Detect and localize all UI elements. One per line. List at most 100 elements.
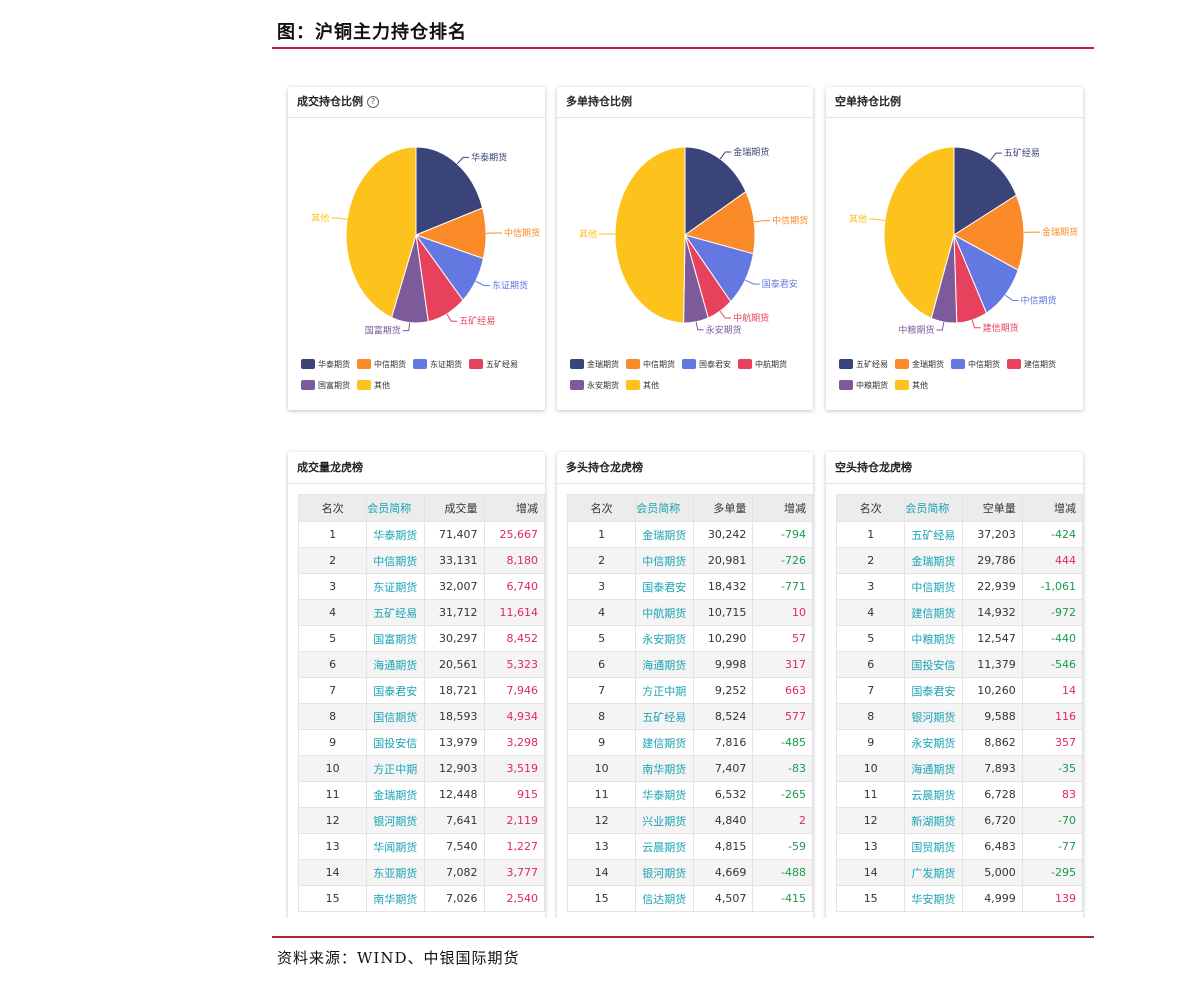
member-cell[interactable]: 中信期货 xyxy=(635,547,694,574)
legend-item[interactable]: 金瑞期货 xyxy=(570,354,619,375)
member-cell[interactable]: 方正中期 xyxy=(366,755,426,782)
legend-item[interactable]: 中航期货 xyxy=(738,354,787,375)
member-cell[interactable]: 华泰期货 xyxy=(366,521,426,548)
legend-swatch xyxy=(839,380,853,390)
ranking-table-long: 名次 会员简称 多单量 增减 1 金瑞期货 30,242 -794 2 中信期货 20,981 -72… xyxy=(566,494,813,912)
member-cell[interactable]: 永安期货 xyxy=(635,625,694,652)
volume-cell: 4,999 xyxy=(962,885,1023,912)
rank-cell: 12 xyxy=(835,807,906,834)
volume-cell: 7,816 xyxy=(692,729,754,756)
member-cell[interactable]: 兴业期货 xyxy=(635,807,694,834)
member-cell[interactable]: 银河期货 xyxy=(366,807,426,834)
change-cell: -726 xyxy=(752,547,813,574)
change-cell: 915 xyxy=(483,781,545,808)
member-cell[interactable]: 国富期货 xyxy=(366,625,426,652)
legend-item[interactable]: 建信期货 xyxy=(1007,354,1056,375)
member-cell[interactable]: 南华期货 xyxy=(635,755,694,782)
member-cell[interactable]: 中信期货 xyxy=(904,573,964,600)
legend-item[interactable]: 中信期货 xyxy=(357,354,406,375)
member-cell[interactable]: 云晨期货 xyxy=(635,833,694,860)
member-cell[interactable]: 海通期货 xyxy=(366,651,426,678)
member-cell[interactable]: 新湖期货 xyxy=(904,807,964,834)
member-cell[interactable]: 云晨期货 xyxy=(904,781,964,808)
help-icon[interactable]: ? xyxy=(367,96,379,108)
member-cell[interactable]: 国泰君安 xyxy=(904,677,964,704)
legend-item[interactable]: 永安期货 xyxy=(570,375,619,396)
member-cell[interactable]: 海通期货 xyxy=(635,651,694,678)
column-header[interactable]: 空单量 xyxy=(962,494,1023,522)
pie-slice[interactable] xyxy=(883,146,955,319)
member-cell[interactable]: 银河期货 xyxy=(635,859,694,886)
column-header[interactable]: 名次 xyxy=(835,494,906,522)
member-cell[interactable]: 东亚期货 xyxy=(366,859,426,886)
member-cell[interactable]: 永安期货 xyxy=(904,729,964,756)
change-cell: -35 xyxy=(1021,755,1083,782)
legend-item[interactable]: 其他 xyxy=(357,375,390,396)
column-header[interactable]: 增减 xyxy=(752,494,813,522)
legend-label: 中粮期货 xyxy=(856,381,888,390)
member-cell[interactable]: 国投安信 xyxy=(904,651,964,678)
legend-item[interactable]: 中粮期货 xyxy=(839,375,888,396)
member-cell[interactable]: 信达期货 xyxy=(635,885,694,912)
rank-cell: 9 xyxy=(835,729,906,756)
pie-label-line xyxy=(695,321,704,331)
pie-slice[interactable] xyxy=(953,146,1018,236)
member-cell[interactable]: 中粮期货 xyxy=(904,625,964,652)
member-cell[interactable]: 南华期货 xyxy=(366,885,426,912)
member-cell[interactable]: 国泰君安 xyxy=(366,677,426,704)
change-cell: 577 xyxy=(752,703,813,730)
pie-slice[interactable] xyxy=(953,194,1025,271)
change-cell: -485 xyxy=(752,729,813,756)
member-cell[interactable]: 华安期货 xyxy=(904,885,964,912)
pie-slice[interactable] xyxy=(683,190,756,255)
legend-item[interactable]: 五矿经易 xyxy=(839,354,888,375)
member-cell[interactable]: 东证期货 xyxy=(366,573,426,600)
column-header[interactable]: 增减 xyxy=(483,494,545,522)
member-cell[interactable]: 五矿经易 xyxy=(366,599,426,626)
member-cell[interactable]: 银河期货 xyxy=(904,703,964,730)
pie-slice[interactable] xyxy=(415,146,484,236)
column-header[interactable]: 名次 xyxy=(566,494,637,522)
column-header[interactable]: 增减 xyxy=(1021,494,1083,522)
member-cell[interactable]: 方正中期 xyxy=(635,677,694,704)
column-header[interactable]: 成交量 xyxy=(424,494,485,522)
member-cell[interactable]: 中航期货 xyxy=(635,599,694,626)
member-cell[interactable]: 中信期货 xyxy=(366,547,426,574)
legend-item[interactable]: 其他 xyxy=(895,375,928,396)
member-cell[interactable]: 五矿经易 xyxy=(635,703,694,730)
member-cell[interactable]: 建信期货 xyxy=(635,729,694,756)
member-cell[interactable]: 广发期货 xyxy=(904,859,964,886)
legend-item[interactable]: 中信期货 xyxy=(626,354,675,375)
member-cell[interactable]: 国信期货 xyxy=(366,703,426,730)
column-header[interactable]: 会员简称 xyxy=(635,494,694,522)
member-cell[interactable]: 五矿经易 xyxy=(904,521,964,548)
legend-item[interactable]: 其他 xyxy=(626,375,659,396)
member-cell[interactable]: 华闻期货 xyxy=(366,833,426,860)
rank-cell: 15 xyxy=(835,885,906,912)
legend-label: 其他 xyxy=(643,381,659,390)
member-cell[interactable]: 金瑞期货 xyxy=(366,781,426,808)
member-cell[interactable]: 华泰期货 xyxy=(635,781,694,808)
member-cell[interactable]: 国泰君安 xyxy=(635,573,694,600)
column-header[interactable]: 多单量 xyxy=(692,494,754,522)
pie-slice[interactable] xyxy=(614,146,686,324)
column-header[interactable]: 会员简称 xyxy=(904,494,964,522)
member-cell[interactable]: 国贸期货 xyxy=(904,833,964,860)
member-cell[interactable]: 金瑞期货 xyxy=(635,521,694,548)
member-cell[interactable]: 金瑞期货 xyxy=(904,547,964,574)
pie-label-line xyxy=(869,218,886,221)
legend-item[interactable]: 国富期货 xyxy=(301,375,350,396)
member-cell[interactable]: 海通期货 xyxy=(904,755,964,782)
legend-item[interactable]: 华泰期货 xyxy=(301,354,350,375)
member-cell[interactable]: 国投安信 xyxy=(366,729,426,756)
legend-item[interactable]: 国泰君安 xyxy=(682,354,731,375)
legend-swatch xyxy=(301,380,315,390)
column-header[interactable]: 名次 xyxy=(297,494,368,522)
member-cell[interactable]: 建信期货 xyxy=(904,599,964,626)
legend-item[interactable]: 中信期货 xyxy=(951,354,1000,375)
legend-item[interactable]: 五矿经易 xyxy=(469,354,518,375)
change-cell: 8,452 xyxy=(483,625,545,652)
legend-item[interactable]: 东证期货 xyxy=(413,354,462,375)
column-header[interactable]: 会员简称 xyxy=(366,494,426,522)
legend-item[interactable]: 金瑞期货 xyxy=(895,354,944,375)
